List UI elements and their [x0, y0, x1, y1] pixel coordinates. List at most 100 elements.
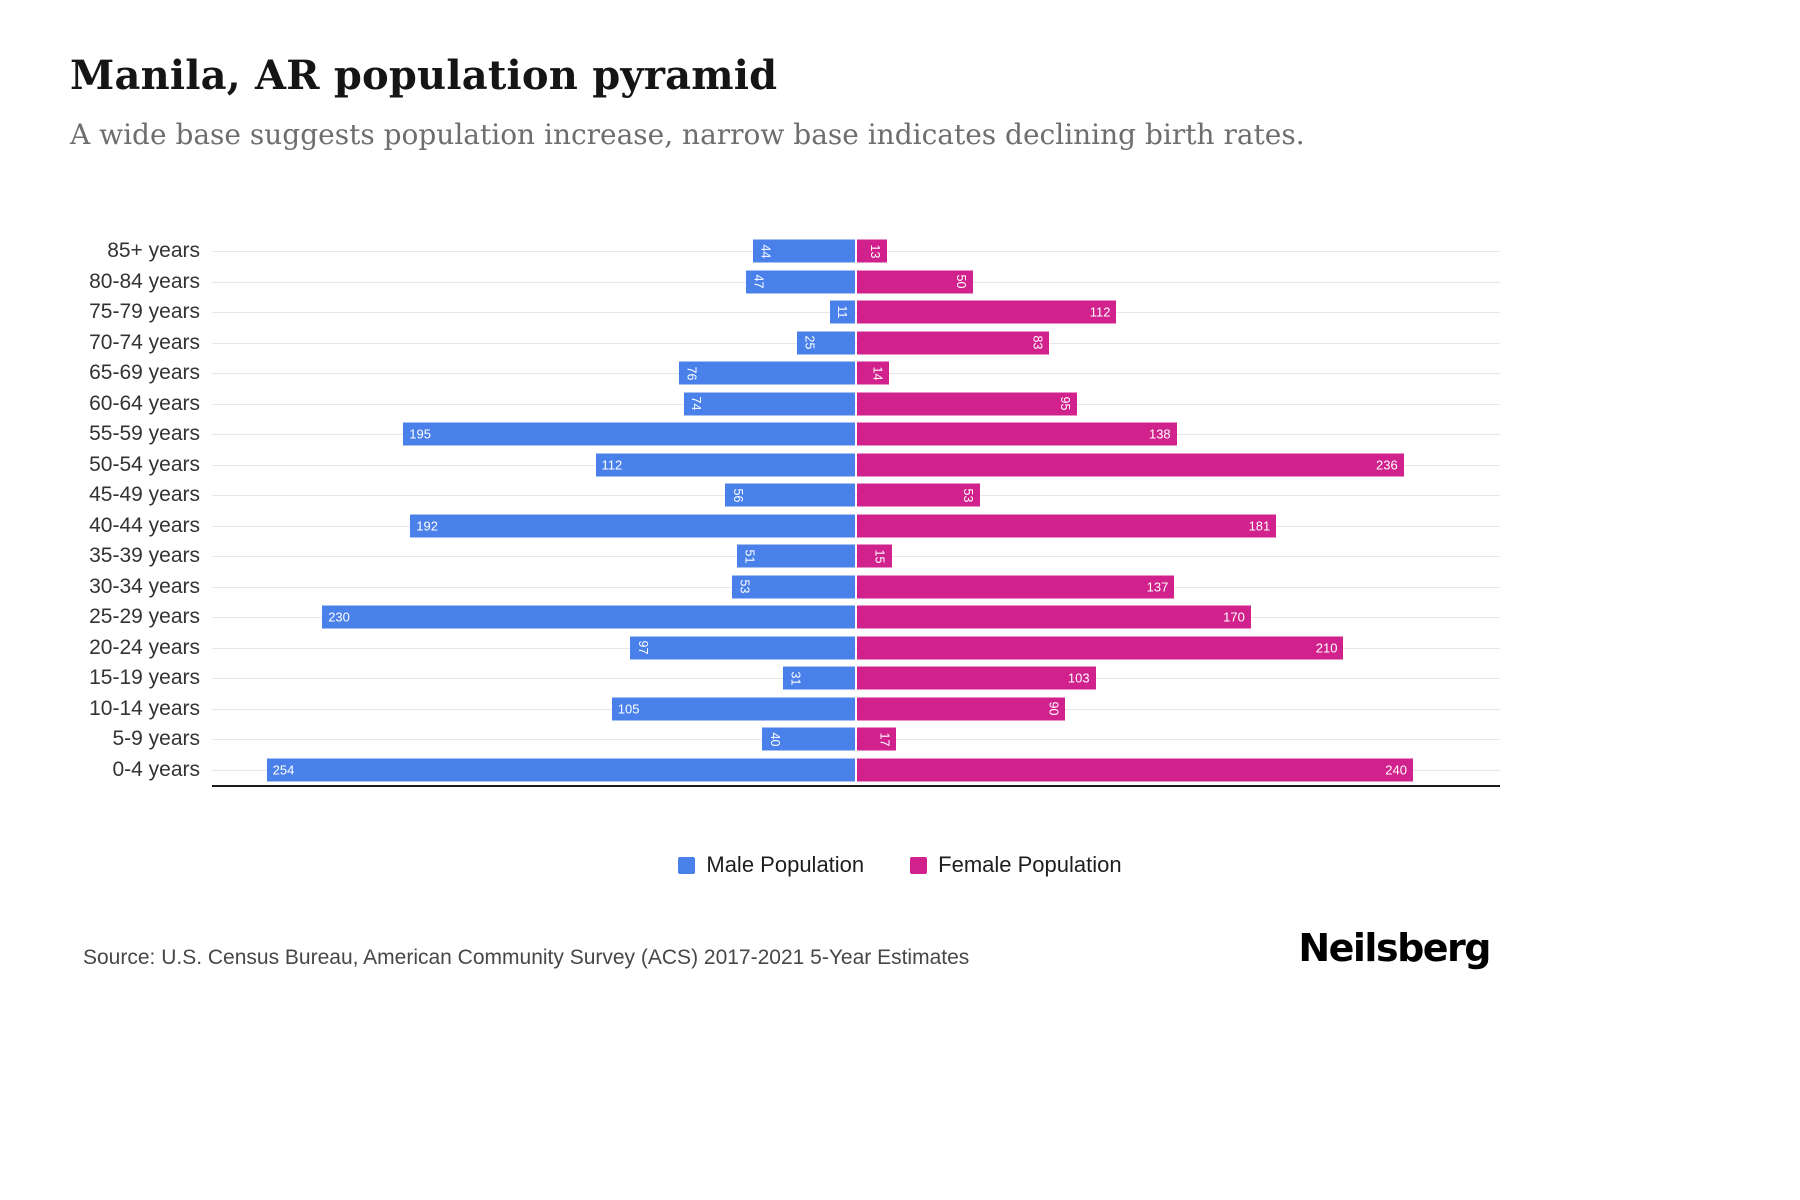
- age-group-label: 80-84 years: [89, 269, 200, 293]
- plot-cell: 11 112: [212, 297, 1500, 328]
- male-bar-value-label: 195: [409, 426, 431, 442]
- female-bar-value-label: 90: [1046, 701, 1061, 716]
- female-bar: 53: [857, 483, 980, 507]
- female-bar: 236: [857, 453, 1404, 477]
- male-bar-value-label: 31: [788, 671, 803, 686]
- plot-cell: 31 103: [212, 663, 1500, 694]
- female-bar-value-label: 240: [1385, 762, 1407, 778]
- plot-cell: 97 210: [212, 633, 1500, 664]
- pyramid-row: 40-44 years 192 181: [70, 511, 1500, 542]
- male-bar-value-label: 192: [416, 518, 438, 534]
- male-bar: 195: [403, 422, 855, 446]
- page-title: Manila, AR population pyramid: [70, 52, 778, 99]
- gridline: [212, 617, 1500, 619]
- legend-item-female: Female Population: [910, 852, 1122, 878]
- male-bar-value-label: 254: [272, 762, 295, 778]
- age-group-label: 0-4 years: [112, 757, 200, 781]
- male-bar-value-label: 51: [742, 549, 757, 564]
- plot-cell: 40 17: [212, 724, 1500, 755]
- male-bar: 105: [611, 697, 855, 721]
- pyramid-row: 10-14 years 105 90: [70, 694, 1500, 725]
- plot-cell: 195 138: [212, 419, 1500, 450]
- female-bar: 90: [857, 697, 1066, 721]
- male-bar: 31: [783, 666, 855, 690]
- male-bar-value-label: 230: [328, 609, 350, 625]
- male-bar: 192: [410, 514, 855, 538]
- male-bar: 25: [797, 331, 855, 355]
- male-bar-value-label: 53: [737, 579, 752, 594]
- female-bar-value-label: 14: [870, 366, 885, 381]
- female-bar-value-label: 138: [1148, 426, 1171, 442]
- gridline: [212, 556, 1500, 558]
- female-bar: 15: [857, 544, 892, 568]
- age-group-label: 20-24 years: [89, 635, 200, 659]
- female-bar: 181: [857, 514, 1277, 538]
- plot-cell: 112 236: [212, 450, 1500, 481]
- age-group-label: 15-19 years: [89, 666, 200, 690]
- male-bar-value-label: 40: [767, 732, 782, 747]
- plot-cell: 53 137: [212, 572, 1500, 603]
- female-bar-value-label: 95: [1058, 396, 1073, 411]
- male-bar-value-label: 74: [689, 396, 704, 411]
- pyramid-row: 0-4 years 254 240: [70, 755, 1500, 786]
- age-group-label: 45-49 years: [89, 483, 200, 507]
- age-group-label: 70-74 years: [89, 330, 200, 354]
- chart-legend: Male Population Female Population: [0, 852, 1800, 878]
- male-bar: 76: [678, 361, 855, 385]
- plot-cell: 192 181: [212, 511, 1500, 542]
- female-bar: 138: [857, 422, 1177, 446]
- pyramid-row: 25-29 years 230 170: [70, 602, 1500, 633]
- gridline: [212, 495, 1500, 497]
- neilsberg-logo: Neilsberg: [1298, 926, 1491, 970]
- gridline: [212, 464, 1500, 466]
- plot-cell: 47 50: [212, 267, 1500, 298]
- gridline: [212, 708, 1500, 710]
- female-bar-value-label: 15: [872, 549, 887, 564]
- plot-cell: 230 170: [212, 602, 1500, 633]
- plot-cell: 51 15: [212, 541, 1500, 572]
- age-group-label: 35-39 years: [89, 544, 200, 568]
- pyramid-row: 70-74 years 25 83: [70, 328, 1500, 359]
- plot-cell: 254 240: [212, 755, 1500, 786]
- male-bar: 53: [732, 575, 855, 599]
- pyramid-row: 60-64 years 74 95: [70, 389, 1500, 420]
- age-group-label: 40-44 years: [89, 513, 200, 537]
- age-group-label: 60-64 years: [89, 391, 200, 415]
- pyramid-row: 35-39 years 51 15: [70, 541, 1500, 572]
- female-bar-value-label: 50: [953, 274, 968, 289]
- pyramid-row: 85+ years 44 13: [70, 236, 1500, 267]
- pyramid-row: 50-54 years 112 236: [70, 450, 1500, 481]
- gridline: [212, 678, 1500, 680]
- female-bar-value-label: 13: [868, 244, 883, 259]
- gridline: [212, 739, 1500, 741]
- pyramid-rows: 85+ years 44 13 80-84 years 47 50 75-79 years 1…: [70, 236, 1500, 785]
- female-bar: 170: [857, 605, 1251, 629]
- age-group-label: 75-79 years: [89, 300, 200, 324]
- male-bar: 112: [595, 453, 855, 477]
- female-bar: 137: [857, 575, 1175, 599]
- plot-cell: 25 83: [212, 328, 1500, 359]
- female-bar: 240: [857, 758, 1413, 782]
- male-bar-value-label: 11: [835, 305, 850, 319]
- age-group-label: 50-54 years: [89, 452, 200, 476]
- gridline: [212, 586, 1500, 588]
- male-bar-value-label: 105: [617, 701, 640, 717]
- legend-label-male: Male Population: [706, 852, 865, 877]
- female-bar: 17: [857, 727, 897, 751]
- age-group-label: 65-69 years: [89, 361, 200, 385]
- female-bar-value-label: 53: [960, 488, 975, 503]
- female-bar: 83: [857, 331, 1050, 355]
- male-bar: 97: [630, 636, 855, 660]
- age-group-label: 55-59 years: [89, 422, 200, 446]
- pyramid-row: 15-19 years 31 103: [70, 663, 1500, 694]
- male-bar: 11: [829, 300, 855, 324]
- female-bar: 112: [857, 300, 1117, 324]
- pyramid-row: 80-84 years 47 50: [70, 267, 1500, 298]
- gridline: [212, 373, 1500, 375]
- female-bar: 13: [857, 239, 888, 263]
- population-pyramid-chart: 85+ years 44 13 80-84 years 47 50 75-79 years 1…: [70, 236, 1500, 787]
- plot-cell: 56 53: [212, 480, 1500, 511]
- male-bar-value-label: 25: [802, 335, 817, 350]
- gridline: [212, 312, 1500, 314]
